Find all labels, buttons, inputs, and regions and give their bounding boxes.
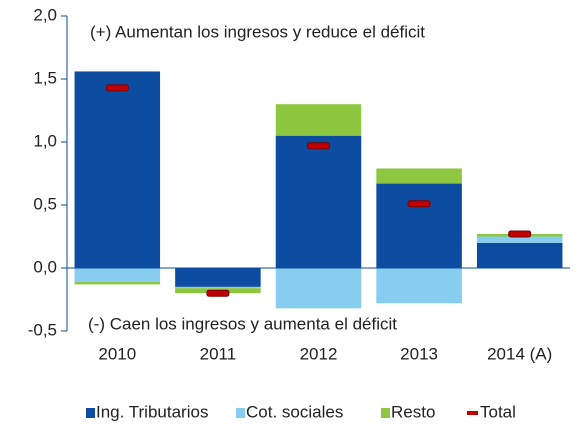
y-tick-label: 0,5 [33, 194, 57, 213]
y-tick-label: 1,5 [33, 68, 57, 87]
legend-swatch [467, 411, 478, 415]
bar-segment [74, 268, 161, 282]
bar-segment [476, 242, 563, 268]
legend-swatch [236, 408, 245, 418]
bar-segment [376, 168, 462, 184]
bar-segment [376, 183, 462, 268]
bar-segment [376, 268, 462, 304]
x-tick-label: 2012 [300, 344, 338, 363]
bar-segment [476, 236, 563, 243]
x-tick-label: 2014 (A) [487, 344, 552, 363]
bar-segment [175, 268, 261, 287]
legend-label: Cot. sociales [246, 402, 343, 421]
bar-segment [275, 104, 362, 136]
y-tick-label: -0,5 [28, 320, 57, 339]
x-tick-label: 2013 [400, 344, 438, 363]
bar-segment [275, 268, 362, 309]
x-tick-label: 2011 [200, 344, 237, 363]
y-tick-label: 1,0 [33, 131, 57, 150]
total-marker [307, 142, 330, 150]
legend-label: Ing. Tributarios [96, 402, 208, 421]
total-marker [508, 230, 532, 238]
y-tick-label: 0,0 [33, 257, 57, 276]
total-marker [105, 84, 129, 92]
bar-segment [175, 286, 261, 289]
total-marker [407, 200, 431, 208]
total-marker [206, 289, 230, 297]
annotation: (+) Aumentan los ingresos y reduce el dé… [90, 22, 425, 41]
annotation: (-) Caen los ingresos y aumenta el défic… [88, 314, 397, 333]
bar-segment [74, 71, 161, 268]
bar-segment [275, 135, 362, 268]
legend-swatch [381, 408, 390, 418]
bar-segment [74, 281, 161, 285]
legend-swatch [86, 408, 95, 418]
y-tick-label: 2,0 [33, 5, 57, 24]
legend-label: Total [480, 402, 516, 421]
x-tick-label: 2010 [98, 344, 136, 363]
legend-label: Resto [391, 402, 435, 421]
